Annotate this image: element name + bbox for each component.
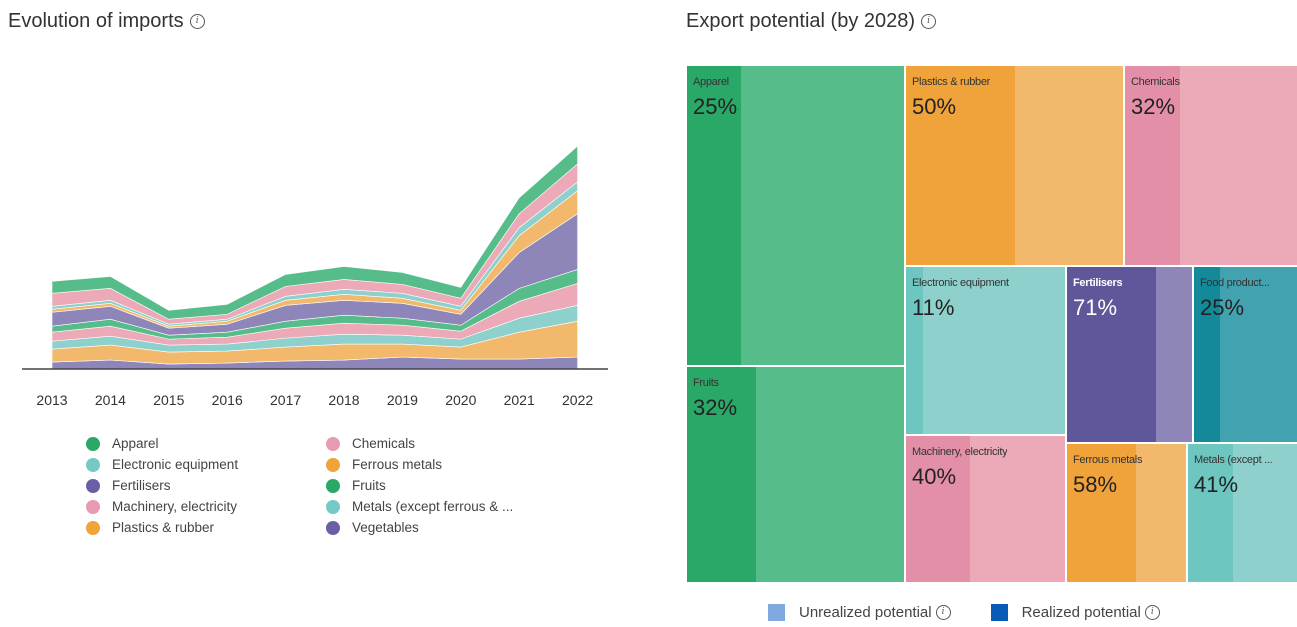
treemap-cell-apparel[interactable]: Apparel 25%	[686, 65, 905, 366]
realized-fill	[1188, 444, 1233, 582]
legend-item[interactable]: Chemicals	[326, 436, 566, 451]
treemap-cell-label: Chemicals	[1131, 76, 1180, 88]
x-tick-label: 2021	[504, 392, 535, 408]
treemap-cell-ferrous-metals[interactable]: Ferrous metals 58%	[1066, 443, 1187, 583]
treemap-cell-percent: 40%	[912, 464, 957, 489]
realized-fill	[906, 436, 970, 582]
treemap-cell-metals-except[interactable]: Metals (except ... 41%	[1187, 443, 1297, 583]
realized-swatch	[990, 604, 1008, 621]
imports-title-text: Evolution of imports	[8, 10, 184, 32]
unrealized-label: Unrealized potential	[799, 604, 932, 621]
treemap-cell-label: Fruits	[693, 377, 719, 389]
legend-label: Fruits	[352, 478, 386, 493]
legend-dot-icon	[86, 499, 100, 514]
legend-dot-icon	[326, 499, 340, 514]
x-tick-label: 2013	[36, 392, 67, 408]
realized-fill	[687, 367, 757, 582]
treemap-cell-food-product[interactable]: Food product... 25%	[1193, 266, 1297, 443]
legend-item[interactable]: Fruits	[326, 478, 566, 493]
info-icon[interactable]: i	[189, 14, 205, 29]
legend-item[interactable]: Vegetables	[326, 520, 566, 535]
realized-fill	[1067, 267, 1156, 442]
export-potential-title: Export potential (by 2028) i	[686, 10, 937, 33]
x-tick-label: 2022	[562, 392, 593, 408]
treemap-cell-fertilisers[interactable]: Fertilisers 71%	[1066, 266, 1193, 443]
legend-item[interactable]: Apparel	[86, 436, 326, 451]
legend-label: Apparel	[112, 436, 159, 451]
legend-label: Chemicals	[352, 436, 416, 451]
realized-fill	[1067, 444, 1137, 582]
legend-dot-icon	[86, 457, 100, 472]
legend-item[interactable]: Machinery, electricity	[86, 499, 326, 514]
treemap-legend: Unrealized potential i Realized potentia…	[768, 604, 1200, 621]
x-tick-label: 2019	[387, 392, 418, 408]
treemap-cell-percent: 11%	[912, 295, 955, 320]
legend-label: Plastics & rubber	[112, 520, 215, 535]
treemap-cell-label: Plastics & rubber	[912, 76, 991, 88]
legend-label: Vegetables	[352, 520, 419, 535]
treemap-cell-label: Food product...	[1200, 277, 1270, 289]
x-tick-label: 2014	[95, 392, 126, 408]
legend-label: Metals (except ferrous & ...	[352, 499, 514, 514]
treemap-cell-plastics-rubber[interactable]: Plastics & rubber 50%	[905, 65, 1124, 266]
realized-fill	[1125, 66, 1181, 265]
legend-dot-icon	[86, 520, 100, 535]
realized-fill	[687, 66, 742, 365]
imports-legend: Apparel Chemicals Electronic equipment Ferr…	[86, 436, 586, 535]
treemap-cell-fruits[interactable]: Fruits 32%	[686, 366, 905, 583]
legend-dot-icon	[326, 436, 340, 451]
treemap-cell-label: Metals (except ...	[1194, 454, 1273, 466]
legend-dot-icon	[86, 436, 100, 451]
treemap-cell-label: Machinery, electricity	[912, 446, 1008, 458]
info-icon[interactable]: i	[935, 605, 951, 620]
legend-item[interactable]: Ferrous metals	[326, 457, 566, 472]
legend-unrealized[interactable]: Unrealized potential i	[768, 604, 951, 621]
treemap-cell-label: Ferrous metals	[1073, 454, 1143, 466]
realized-fill	[906, 267, 924, 434]
treemap-cell-percent: 71%	[1073, 295, 1118, 320]
realized-label: Realized potential	[1021, 604, 1141, 621]
treemap-cell-label: Apparel	[693, 76, 729, 88]
unrealized-swatch	[768, 604, 785, 621]
treemap-cell-machinery-electricity[interactable]: Machinery, electricity 40%	[905, 435, 1066, 583]
legend-label: Electronic equipment	[112, 457, 239, 472]
treemap-cell-percent: 32%	[693, 395, 738, 420]
treemap-cell-percent: 25%	[1200, 295, 1245, 320]
realized-fill	[906, 66, 1015, 265]
treemap-cell-chemicals[interactable]: Chemicals 32%	[1124, 65, 1297, 266]
info-icon[interactable]: i	[921, 14, 937, 29]
legend-dot-icon	[326, 478, 340, 493]
imports-area-chart: 2013 2014 2015 2016 2017 2018 2019 2020 2021 2022	[22, 145, 608, 408]
legend-item[interactable]: Electronic equipment	[86, 457, 326, 472]
treemap-cell-label: Fertilisers	[1073, 277, 1123, 289]
x-tick-label: 2018	[328, 392, 359, 408]
legend-label: Machinery, electricity	[112, 499, 238, 514]
legend-item[interactable]: Plastics & rubber	[86, 520, 326, 535]
legend-label: Ferrous metals	[352, 457, 443, 472]
treemap-cell-label: Electronic equipment	[912, 277, 1009, 289]
legend-dot-icon	[326, 457, 340, 472]
legend-dot-icon	[326, 520, 340, 535]
treemap-cell-electronic-equipment[interactable]: Electronic equipment 11%	[905, 266, 1066, 435]
legend-item[interactable]: Metals (except ferrous & ...	[326, 499, 566, 514]
export-title-text: Export potential (by 2028)	[686, 10, 916, 32]
treemap-cell-percent: 41%	[1194, 472, 1239, 497]
area-series-apparel[interactable]	[51, 145, 578, 320]
treemap-cell-percent: 58%	[1073, 472, 1118, 497]
legend-item[interactable]: Fertilisers	[86, 478, 326, 493]
x-tick-label: 2020	[445, 392, 476, 408]
imports-chart-title: Evolution of imports i	[8, 10, 205, 33]
treemap-cell-percent: 32%	[1131, 94, 1176, 119]
x-tick-label: 2016	[212, 392, 243, 408]
legend-label: Fertilisers	[112, 478, 171, 493]
info-icon[interactable]: i	[1144, 605, 1160, 620]
realized-fill	[1194, 267, 1220, 442]
x-tick-label: 2017	[270, 392, 301, 408]
treemap-cell-percent: 25%	[693, 94, 738, 119]
treemap-cell-percent: 50%	[912, 94, 957, 119]
legend-realized[interactable]: Realized potential i	[990, 604, 1160, 621]
legend-dot-icon	[86, 478, 100, 493]
x-tick-label: 2015	[153, 392, 184, 408]
